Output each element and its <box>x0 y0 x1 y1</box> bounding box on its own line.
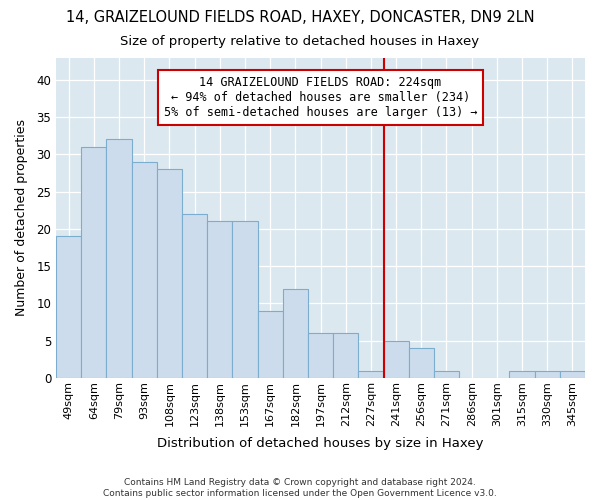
Bar <box>257 311 283 378</box>
Text: Size of property relative to detached houses in Haxey: Size of property relative to detached ho… <box>121 35 479 48</box>
Bar <box>106 140 131 378</box>
Bar <box>383 340 409 378</box>
Text: 14 GRAIZELOUND FIELDS ROAD: 224sqm
← 94% of detached houses are smaller (234)
5%: 14 GRAIZELOUND FIELDS ROAD: 224sqm ← 94%… <box>164 76 477 119</box>
Bar <box>358 370 383 378</box>
Bar <box>207 222 232 378</box>
Bar <box>157 170 182 378</box>
Bar <box>409 348 434 378</box>
Bar <box>81 147 106 378</box>
Text: Contains HM Land Registry data © Crown copyright and database right 2024.
Contai: Contains HM Land Registry data © Crown c… <box>103 478 497 498</box>
Bar <box>232 222 257 378</box>
Bar <box>333 334 358 378</box>
Bar <box>308 334 333 378</box>
Bar <box>283 288 308 378</box>
Bar <box>434 370 459 378</box>
Bar <box>131 162 157 378</box>
Bar <box>182 214 207 378</box>
Y-axis label: Number of detached properties: Number of detached properties <box>15 119 28 316</box>
Bar <box>535 370 560 378</box>
Text: 14, GRAIZELOUND FIELDS ROAD, HAXEY, DONCASTER, DN9 2LN: 14, GRAIZELOUND FIELDS ROAD, HAXEY, DONC… <box>65 10 535 25</box>
Bar <box>509 370 535 378</box>
Bar <box>560 370 585 378</box>
X-axis label: Distribution of detached houses by size in Haxey: Distribution of detached houses by size … <box>157 437 484 450</box>
Bar <box>56 236 81 378</box>
